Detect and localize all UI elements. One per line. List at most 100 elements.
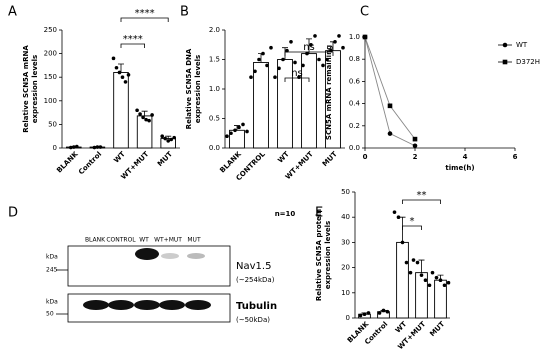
data-point: [111, 56, 116, 61]
data-point: [147, 118, 151, 123]
y-tick-label: 30: [341, 238, 350, 246]
data-point: [430, 270, 435, 275]
y-tick-label: 200: [44, 50, 57, 58]
data-point: [396, 215, 401, 219]
data-point: [434, 275, 439, 280]
x-tick-label: MUT: [156, 150, 174, 168]
y-tick-label: 0.0: [209, 144, 220, 152]
significance-label: ****: [123, 34, 143, 45]
y-tick-label: 1.0: [209, 85, 220, 93]
data-point: [135, 108, 139, 113]
x-tick-label: MUT: [428, 320, 446, 338]
error-bar: [141, 110, 148, 116]
lane-label: WT: [139, 237, 149, 244]
y-axis-label: SCN5A mRNA remaining: [325, 45, 333, 140]
band-size: (~254kDa): [236, 276, 275, 284]
bar: [277, 59, 293, 149]
x-axis-label: time(h): [445, 164, 474, 172]
data-point: [281, 57, 285, 62]
data-point: [241, 122, 245, 127]
blot-band: [159, 300, 185, 310]
data-point: [392, 210, 397, 214]
blot-band: [185, 300, 211, 310]
band-name: Tubulin: [236, 301, 277, 312]
y-tick-label: 0.8: [349, 55, 360, 63]
data-point: [229, 131, 233, 136]
data-point: [293, 60, 297, 65]
bar: [301, 53, 317, 149]
data-point: [442, 283, 447, 288]
data-point: [333, 40, 337, 44]
data-point: [166, 139, 170, 143]
data-point: [92, 145, 97, 150]
blot-band: [187, 253, 205, 259]
legend-marker: [502, 42, 508, 48]
significance-label: ****: [135, 8, 155, 19]
data-point: [415, 260, 420, 265]
panel-label: E: [315, 206, 323, 221]
data-point: [404, 260, 409, 265]
error-bar: [306, 38, 312, 54]
data-point: [138, 112, 142, 116]
y-tick-label: 0.6: [349, 77, 361, 85]
data-point: [273, 75, 277, 79]
significance-label: ns: [303, 42, 315, 53]
data-point: [427, 283, 432, 288]
y-tick-label: 0.0: [349, 144, 360, 152]
lane-label: CONTROL: [106, 237, 136, 244]
y-tick-label: 50: [341, 188, 350, 196]
data-point: [172, 135, 176, 140]
data-point: [362, 34, 368, 40]
blot-band: [134, 300, 160, 310]
data-point: [423, 278, 428, 283]
error-bar: [165, 135, 172, 139]
blot-band: [108, 300, 134, 310]
data-point: [95, 145, 100, 149]
x-tick-label: 2: [413, 153, 418, 161]
lane-label: MUT: [187, 237, 201, 244]
significance-bracket: [120, 17, 169, 22]
data-point: [225, 134, 229, 138]
data-point: [261, 51, 265, 56]
y-tick-label: 100: [44, 97, 57, 105]
data-point: [126, 73, 131, 77]
data-point: [160, 134, 164, 138]
x-tick-label: 6: [513, 153, 518, 161]
y-tick-label: 20: [341, 264, 350, 272]
significance-bracket: [284, 51, 334, 56]
significance-bracket: [402, 225, 422, 230]
data-point: [277, 66, 281, 71]
data-point: [117, 70, 122, 75]
y-tick-label: 50: [48, 120, 57, 128]
lane-label: BLANK: [85, 237, 106, 244]
data-point: [123, 80, 128, 84]
data-point: [381, 308, 386, 313]
data-point: [144, 117, 148, 122]
data-point: [249, 75, 253, 79]
data-point: [411, 258, 416, 262]
significance-bracket: [120, 43, 145, 48]
significance-label: ns: [291, 68, 303, 79]
y-tick-label: 0: [346, 314, 350, 322]
y-tick-label: 0.2: [349, 122, 360, 130]
data-point: [233, 128, 237, 133]
y-tick-label: 40: [341, 213, 350, 221]
bar: [253, 62, 269, 149]
y-tick-label: 10: [341, 289, 350, 297]
legend-marker: [502, 59, 508, 65]
marker-unit: kDa: [46, 299, 58, 306]
data-point: [325, 57, 329, 62]
marker-label: 245: [46, 267, 58, 274]
data-point: [301, 63, 305, 68]
x-tick-label: MUT: [321, 150, 339, 168]
data-point: [237, 125, 241, 130]
significance-bracket: [284, 77, 310, 82]
data-point: [269, 45, 273, 50]
data-point: [317, 57, 321, 62]
data-point: [366, 311, 371, 315]
data-point: [377, 311, 382, 315]
data-point: [114, 65, 119, 70]
marker-unit: kDa: [46, 254, 58, 261]
y-tick-label: 250: [44, 26, 57, 34]
